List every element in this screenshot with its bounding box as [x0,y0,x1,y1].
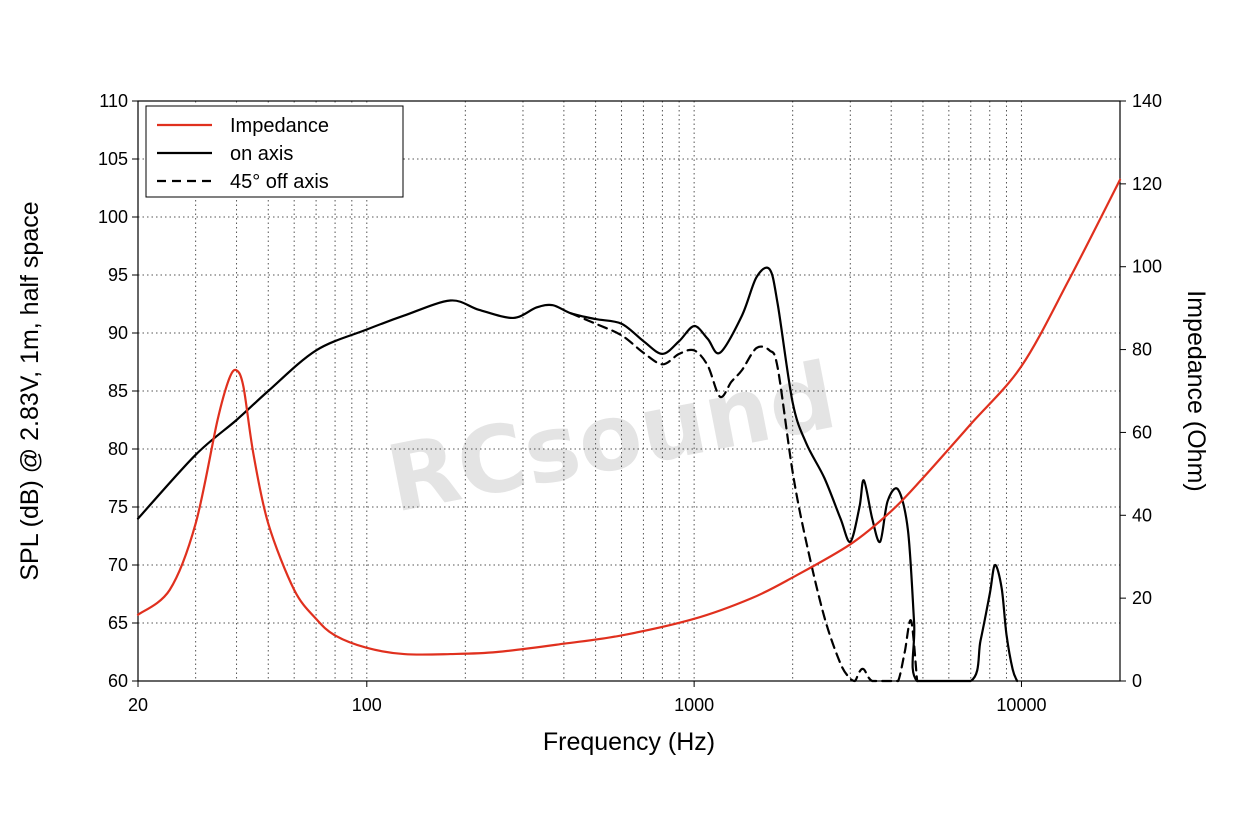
y2-tick-label: 100 [1132,257,1162,277]
legend-label: 45° off axis [230,171,329,193]
y2-tick-label: 20 [1132,588,1152,608]
series-line-45-off-axis [569,312,919,683]
legend: Impedance on axis 45° off axis [145,105,404,198]
series-layer [136,178,1122,683]
watermark-text: RCsound [379,342,844,534]
y-tick-label: 110 [99,91,128,111]
y-tick-label: 75 [108,497,128,517]
y2-tick-label: 40 [1132,505,1152,525]
y-tick-label: 100 [98,207,128,227]
y2-tick-label: 120 [1132,174,1162,194]
series-line-impedance [136,178,1122,656]
y2-tick-label: 140 [1132,91,1162,111]
y2-axis-title: Impedance (Ohm) [1182,290,1210,491]
y-tick-label: 65 [108,613,128,633]
y-tick-label: 60 [108,671,128,691]
axis-ticks: 20 100 1000 10000 60 65 70 75 80 85 90 95 100 105 110 0… [98,91,1162,715]
y-tick-label: 95 [108,265,128,285]
legend-box [145,105,404,198]
grid [138,101,1120,681]
legend-label: on axis [230,143,293,165]
y-axis-title: SPL (dB) @ 2.83V, 1m, half space [16,201,44,580]
y2-tick-label: 80 [1132,340,1152,360]
y-tick-label: 70 [108,555,128,575]
x-axis-title: Frequency (Hz) [543,728,715,756]
legend-label: Impedance [230,115,329,137]
x-tick-label: 10000 [996,695,1046,715]
y-tick-label: 85 [108,381,128,401]
x-tick-label: 20 [128,695,148,715]
y-tick-label: 105 [98,149,128,169]
series-line-on-axis [136,266,1019,683]
y-tick-label: 80 [108,439,128,459]
y2-tick-label: 0 [1132,671,1142,691]
x-tick-label: 100 [352,695,382,715]
y2-tick-label: 60 [1132,422,1152,442]
y-tick-label: 90 [108,323,128,343]
x-tick-label: 1000 [674,695,714,715]
